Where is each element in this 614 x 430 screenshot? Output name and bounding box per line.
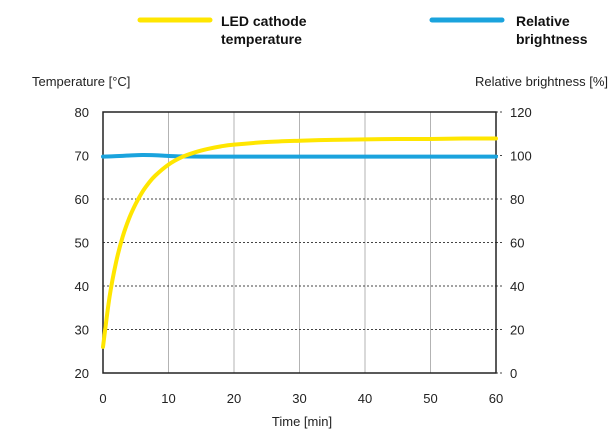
x-tick-label: 30 xyxy=(292,391,306,406)
x-tick-label: 0 xyxy=(99,391,106,406)
x-tick-label: 60 xyxy=(489,391,503,406)
series-line-brightness xyxy=(101,153,498,159)
series-line-temperature xyxy=(101,136,498,349)
y-right-tick-label: 100 xyxy=(510,149,532,164)
y-right-tick-label: 120 xyxy=(510,105,532,120)
gridlines xyxy=(103,111,504,374)
y-left-tick-label: 60 xyxy=(75,192,89,207)
y-left-tick-label: 80 xyxy=(75,105,89,120)
y-left-tick-label: 30 xyxy=(75,323,89,338)
x-tick-label: 50 xyxy=(423,391,437,406)
series-group xyxy=(101,136,498,349)
x-tick-label: 10 xyxy=(161,391,175,406)
y-right-tick-labels: 0 20 40 60 80 100 120 xyxy=(510,105,532,381)
y-right-tick-label: 20 xyxy=(510,323,524,338)
y-left-tick-labels: 20 30 40 50 60 70 80 xyxy=(75,105,89,381)
legend: LED cathode temperature Relative brightnes… xyxy=(137,13,588,47)
y-left-tick-label: 70 xyxy=(75,149,89,164)
y-right-tick-label: 80 xyxy=(510,192,524,207)
y-right-tick-label: 0 xyxy=(510,366,517,381)
x-tick-label: 20 xyxy=(227,391,241,406)
legend-label-temperature: LED cathode temperature xyxy=(221,13,307,47)
x-tick-label: 40 xyxy=(358,391,372,406)
legend-label-brightness: Relative brightness xyxy=(516,13,588,47)
plot-frame xyxy=(102,111,497,374)
y-right-tick-label: 40 xyxy=(510,279,524,294)
y-left-tick-label: 20 xyxy=(75,366,89,381)
y-right-tick-label: 60 xyxy=(510,236,524,251)
x-axis-title: Time [min] xyxy=(272,414,332,429)
y-left-axis-title: Temperature [°C] xyxy=(32,74,130,89)
y-left-tick-label: 40 xyxy=(75,279,89,294)
x-tick-labels: 0 10 20 30 40 50 60 xyxy=(99,391,503,406)
y-right-axis-title: Relative brightness [%] xyxy=(475,74,608,89)
y-left-tick-label: 50 xyxy=(75,236,89,251)
